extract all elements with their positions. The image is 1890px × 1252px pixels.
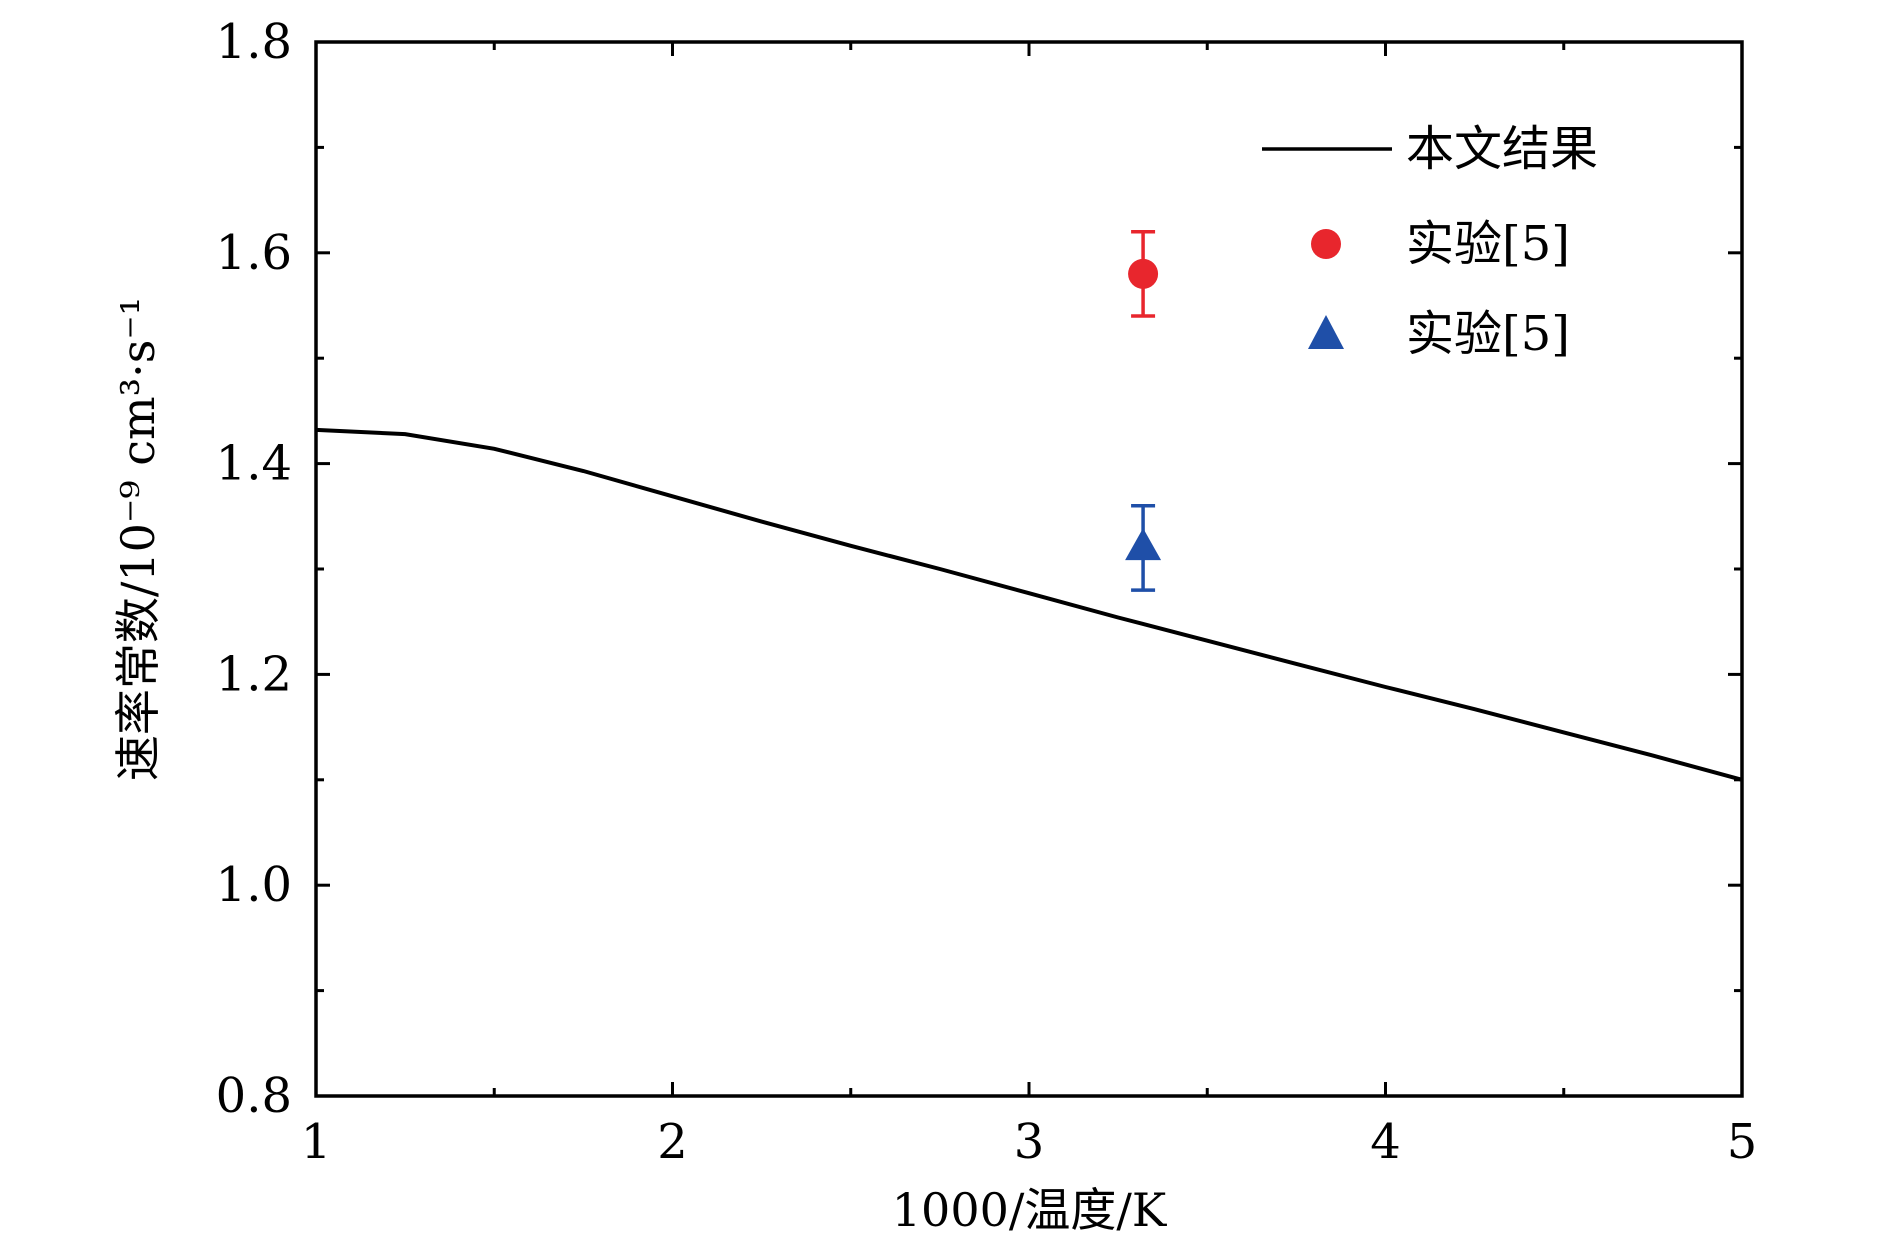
- y-tick-label: 1.8: [216, 14, 292, 70]
- axis-ticks: [314, 40, 1744, 1098]
- legend-circle-marker: [1311, 229, 1341, 259]
- x-axis-label: 1000/温度/K: [892, 1183, 1168, 1237]
- data-point-circle: [1128, 258, 1159, 289]
- y-tick-label: 0.8: [216, 1068, 292, 1124]
- y-tick-label: 1.6: [216, 225, 292, 281]
- legend-label-实验-circle: 实验[5]: [1406, 216, 1570, 272]
- legend-label-实验-triangle: 实验[5]: [1406, 306, 1570, 362]
- x-tick-label: 3: [1014, 1114, 1045, 1170]
- legend: 本文结果 实验[5] 实验[5]: [1262, 121, 1598, 362]
- y-tick-label: 1.2: [216, 646, 292, 702]
- x-tick-label: 5: [1727, 1114, 1758, 1170]
- tick-labels: 1 2 3 4 5 0.8 1.0 1.2 1.4 1.6 1.8: [216, 14, 1758, 1170]
- series-line-本文结果: [315, 427, 1743, 782]
- y-axis-label: 速率常数/10⁻⁹ cm³·s⁻¹: [111, 297, 165, 781]
- data-point-triangle: [1125, 528, 1162, 561]
- plot-frame: [314, 40, 1744, 1098]
- y-tick-label: 1.0: [216, 857, 292, 913]
- x-tick-label: 4: [1370, 1114, 1401, 1170]
- plot-area: [315, 229, 1743, 782]
- legend-triangle-marker: [1308, 315, 1344, 349]
- y-tick-label: 1.4: [216, 436, 292, 492]
- x-tick-label: 2: [657, 1114, 688, 1170]
- x-tick-label: 1: [301, 1114, 332, 1170]
- legend-label-本文结果: 本文结果: [1406, 121, 1598, 177]
